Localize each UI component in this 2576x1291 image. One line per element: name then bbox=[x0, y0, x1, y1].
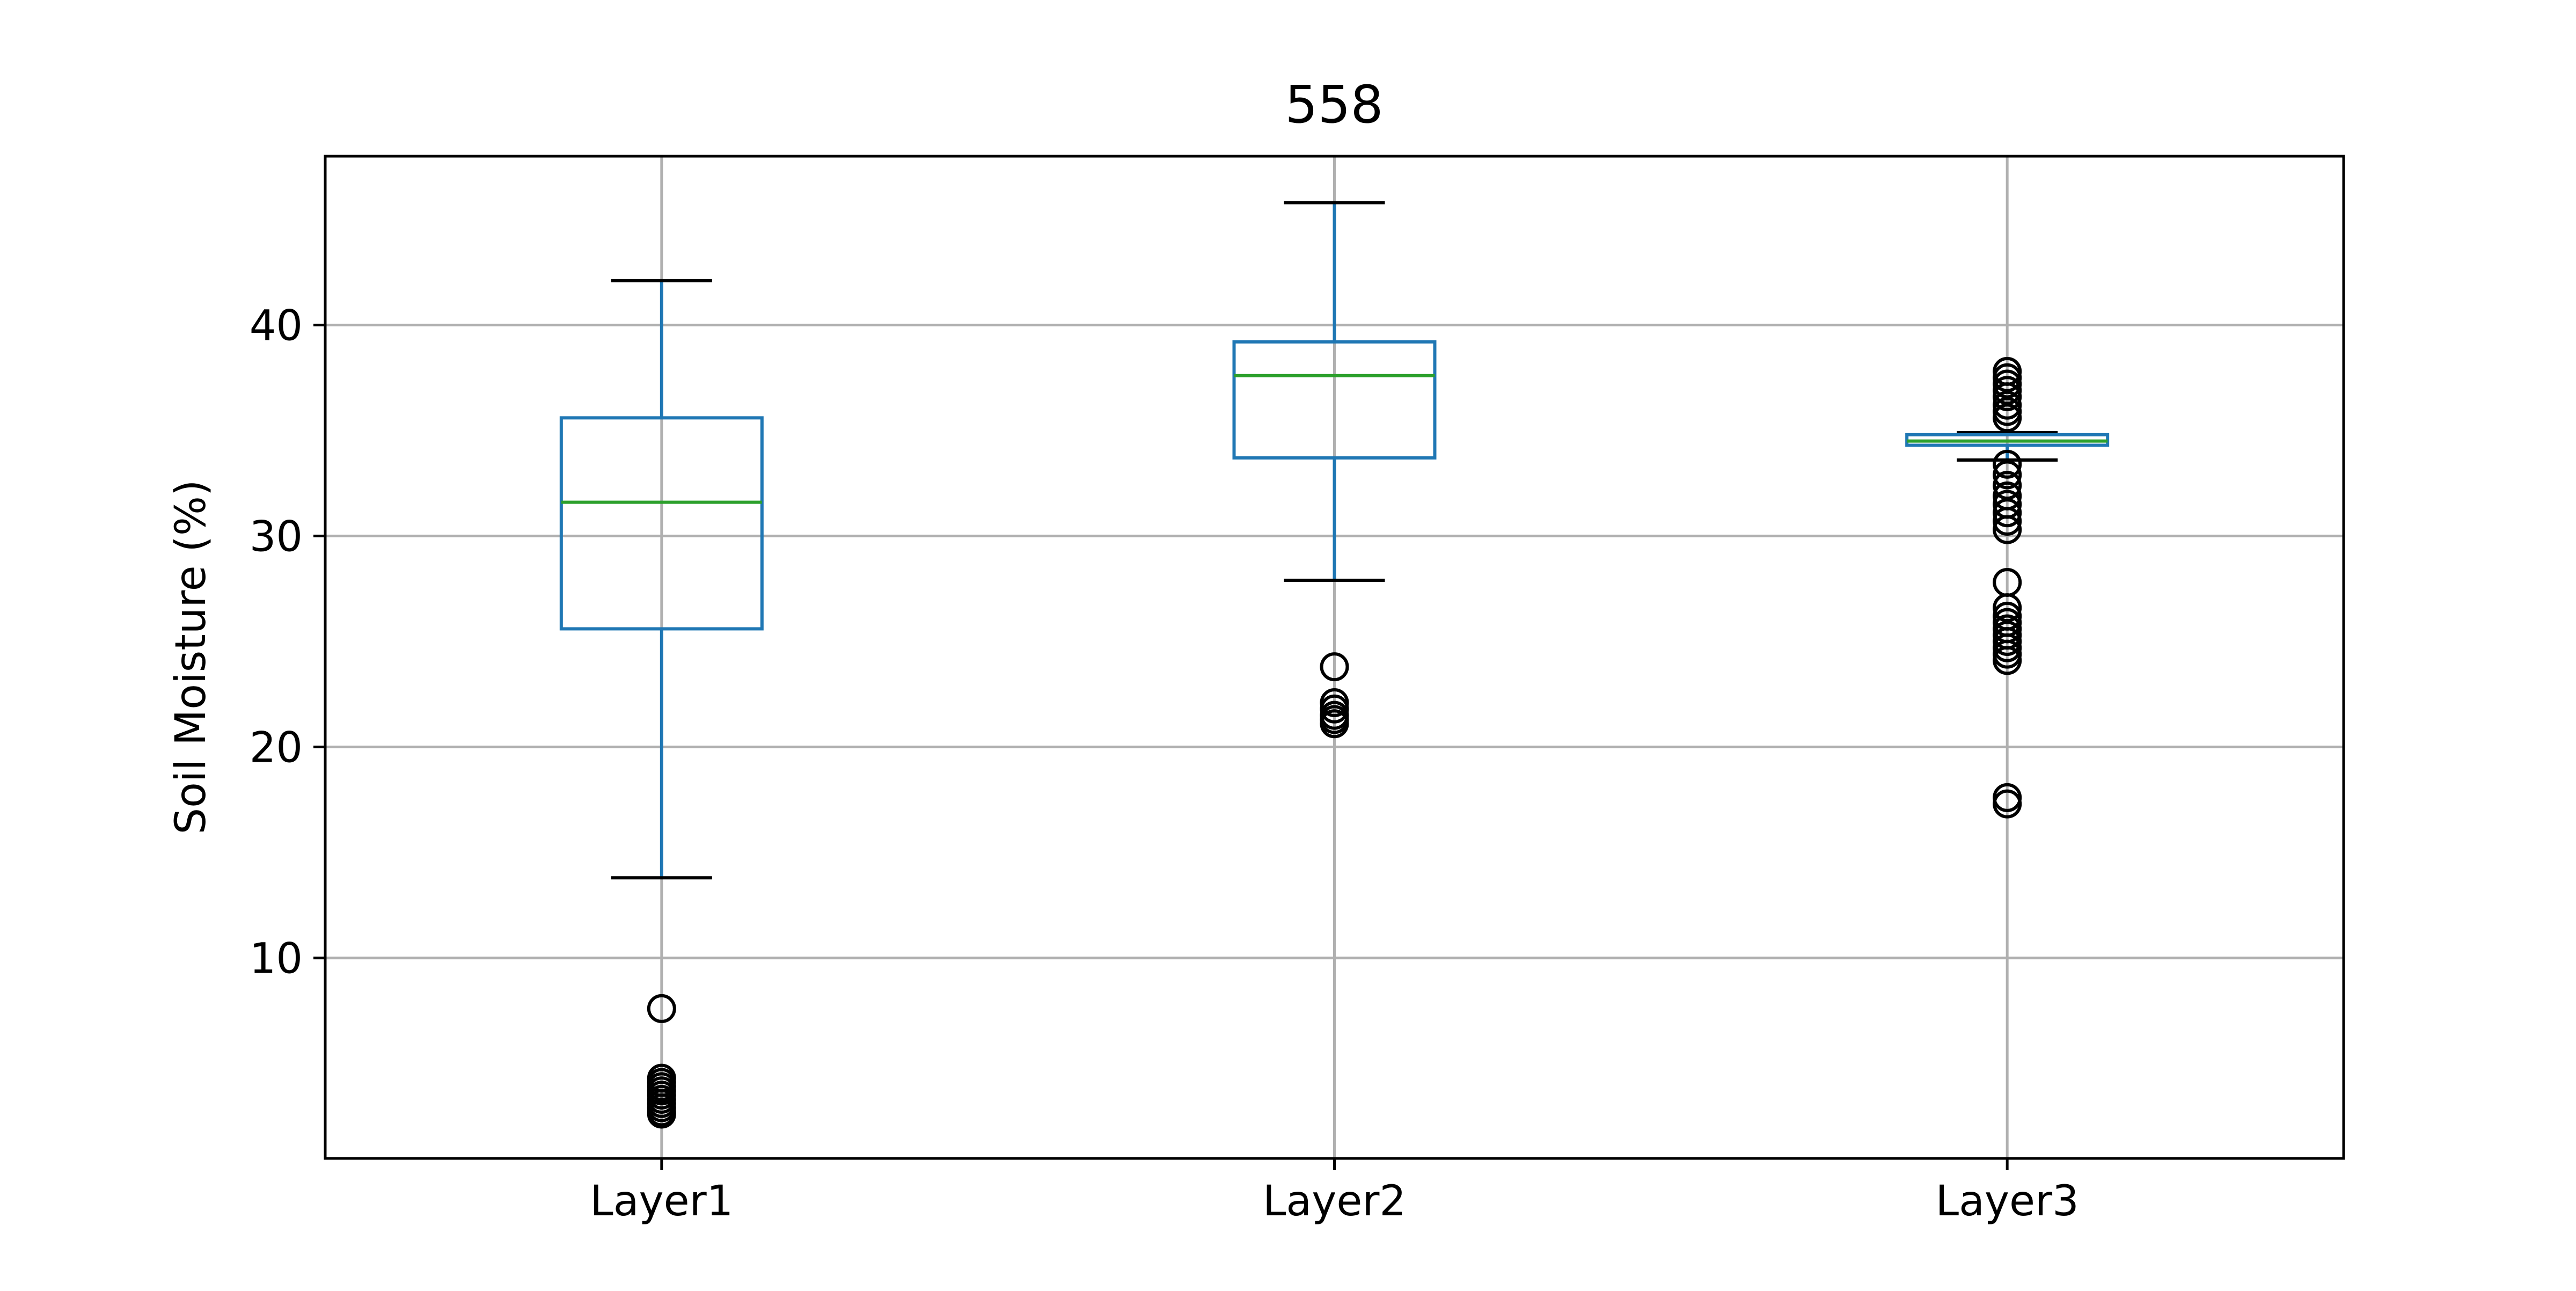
x-tick-label: Layer3 bbox=[1936, 1177, 2079, 1226]
outlier-point bbox=[1993, 515, 2022, 544]
outlier-point bbox=[647, 1099, 676, 1129]
outlier-point bbox=[1993, 382, 2022, 412]
outlier-point bbox=[1993, 789, 2022, 819]
y-tick-label: 20 bbox=[250, 724, 303, 772]
axis-ticks: 10 20 30 40 Layer1 Layer2 Layer3 bbox=[250, 302, 2079, 1226]
outlier-point bbox=[1993, 498, 2022, 528]
y-axis-label: Soil Moisture (%) bbox=[167, 480, 215, 835]
outlier-point bbox=[1993, 593, 2022, 623]
outlier-point bbox=[1993, 460, 2022, 490]
outlier-point bbox=[1993, 403, 2022, 433]
x-tick-label: Layer2 bbox=[1263, 1177, 1406, 1226]
outlier-point bbox=[1993, 646, 2022, 675]
chart-title: 558 bbox=[1285, 75, 1383, 135]
outlier-point bbox=[1993, 449, 2022, 479]
box-layer2 bbox=[1232, 201, 1437, 739]
y-tick-label: 30 bbox=[250, 513, 303, 561]
box-layer3 bbox=[1905, 356, 2110, 819]
outlier-point bbox=[1993, 506, 2022, 536]
box-layer1 bbox=[559, 279, 764, 1129]
boxes bbox=[559, 201, 2110, 1129]
outlier-point bbox=[1320, 709, 1349, 739]
y-tick-label: 10 bbox=[250, 935, 303, 983]
y-tick-label: 40 bbox=[250, 302, 303, 350]
x-tick-label: Layer1 bbox=[590, 1177, 733, 1226]
iqr-box bbox=[559, 416, 764, 631]
outlier-point bbox=[647, 994, 676, 1023]
iqr-box bbox=[1232, 340, 1437, 460]
outlier-point bbox=[1320, 652, 1349, 682]
outlier-point bbox=[1993, 471, 2022, 500]
plot-area-frame bbox=[324, 155, 2345, 1160]
